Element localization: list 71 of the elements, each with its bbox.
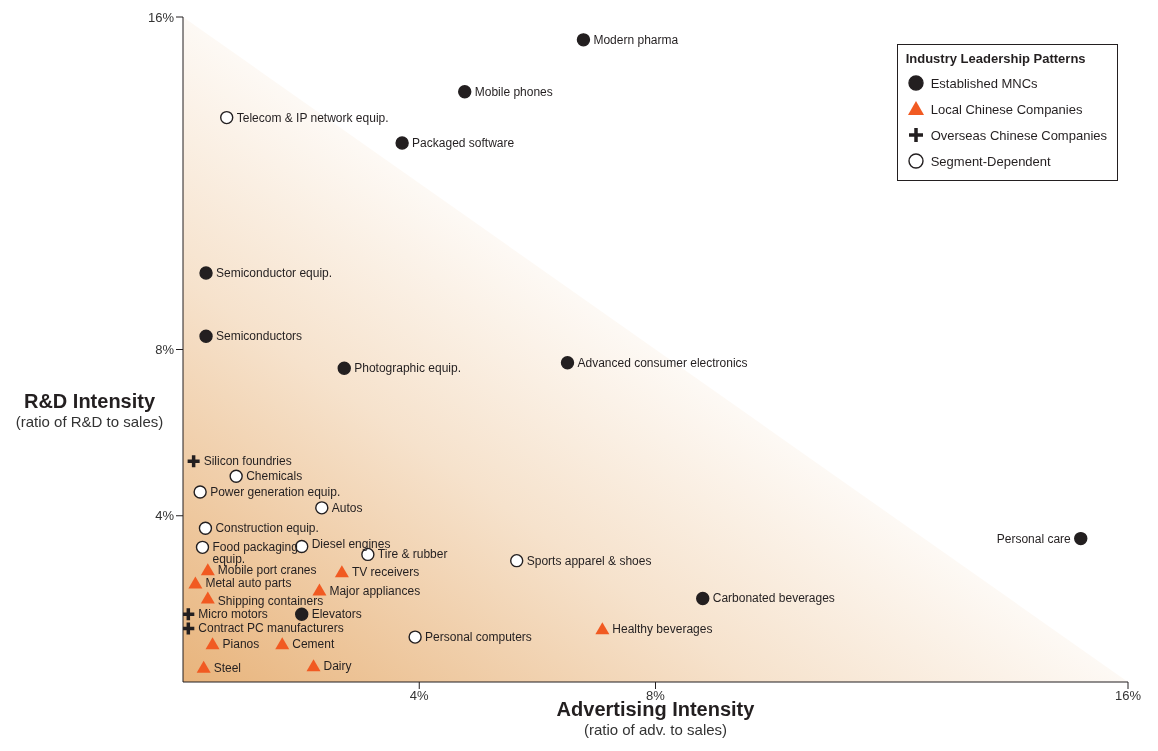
point bbox=[334, 565, 349, 578]
annotation: Semiconductor equip. bbox=[216, 266, 333, 281]
point bbox=[1074, 531, 1088, 546]
annotation: Steel bbox=[213, 660, 242, 675]
point bbox=[196, 660, 211, 673]
x-tick-label: 8% bbox=[646, 688, 666, 704]
point bbox=[183, 620, 197, 637]
point bbox=[576, 33, 591, 47]
annotation: Micro motors bbox=[198, 607, 268, 622]
point bbox=[696, 591, 710, 606]
point bbox=[199, 266, 213, 280]
point bbox=[510, 553, 524, 568]
y-axis-title: R&D Intensity (ratio of R&D to sales) bbox=[14, 389, 165, 430]
point bbox=[275, 637, 290, 650]
annotation: Chemicals bbox=[246, 469, 303, 484]
annotation: Packaged software bbox=[412, 135, 515, 150]
x-tick-label: 4% bbox=[409, 688, 430, 704]
annotation: Contract PC manufacturers bbox=[198, 621, 344, 636]
annotation: Mobile phones bbox=[474, 84, 553, 99]
annotation: Modern pharma bbox=[593, 32, 679, 47]
legend-label: Established MNCs bbox=[930, 75, 1038, 91]
point bbox=[312, 583, 327, 596]
y-tick-label: 8% bbox=[155, 342, 175, 358]
legend-title: Industry Leadership Patterns bbox=[905, 51, 1087, 66]
annotation: Pianos bbox=[222, 637, 260, 652]
annotation: Major appliances bbox=[329, 583, 421, 598]
point bbox=[205, 637, 220, 650]
legend-label: Overseas Chinese Companies bbox=[930, 127, 1107, 143]
point bbox=[458, 85, 472, 99]
point bbox=[560, 356, 575, 370]
annotation: Silicon foundries bbox=[203, 454, 292, 469]
annotation: Construction equip. bbox=[215, 521, 319, 536]
point bbox=[337, 361, 351, 375]
legend-label: Local Chinese Companies bbox=[930, 101, 1083, 117]
point bbox=[229, 469, 243, 483]
point bbox=[295, 607, 309, 621]
point bbox=[195, 540, 210, 555]
point bbox=[395, 136, 409, 150]
annotation: Elevators bbox=[311, 607, 362, 622]
annotation: Power generation equip. bbox=[210, 485, 341, 500]
point bbox=[220, 110, 234, 125]
annotation: TV receivers bbox=[351, 565, 420, 580]
annotation: Dairy bbox=[323, 659, 352, 674]
point bbox=[200, 591, 215, 604]
point bbox=[306, 659, 321, 672]
annotation: Autos bbox=[331, 500, 363, 515]
point bbox=[198, 521, 213, 535]
point bbox=[199, 329, 213, 343]
annotation: Shipping containers bbox=[217, 594, 324, 609]
annotation: Metal auto parts bbox=[205, 576, 292, 591]
y-tick-label: 4% bbox=[155, 508, 175, 524]
x-tick-label: 16% bbox=[1114, 688, 1142, 704]
annotation: Healthy beverages bbox=[612, 622, 713, 637]
point bbox=[315, 501, 329, 515]
annotation: Semiconductors bbox=[216, 329, 303, 344]
annotation: Personal computers bbox=[425, 630, 532, 645]
point bbox=[188, 576, 203, 589]
annotation: Advanced consumer electronics bbox=[577, 355, 748, 370]
point bbox=[183, 606, 197, 622]
point bbox=[200, 563, 215, 576]
point bbox=[193, 485, 207, 499]
annotation: Telecom & IP network equip. bbox=[236, 110, 389, 125]
annotation: Cement bbox=[292, 637, 335, 652]
legend-label: Segment-Dependent bbox=[930, 153, 1051, 169]
y-tick-label: 16% bbox=[147, 9, 175, 25]
annotation: Carbonated beverages bbox=[712, 591, 835, 606]
annotation: Sports apparel & shoes bbox=[526, 553, 652, 568]
point bbox=[595, 622, 610, 635]
annotation: Personal care bbox=[996, 531, 1072, 546]
point bbox=[408, 630, 422, 644]
annotation: Photographic equip. bbox=[354, 361, 461, 376]
